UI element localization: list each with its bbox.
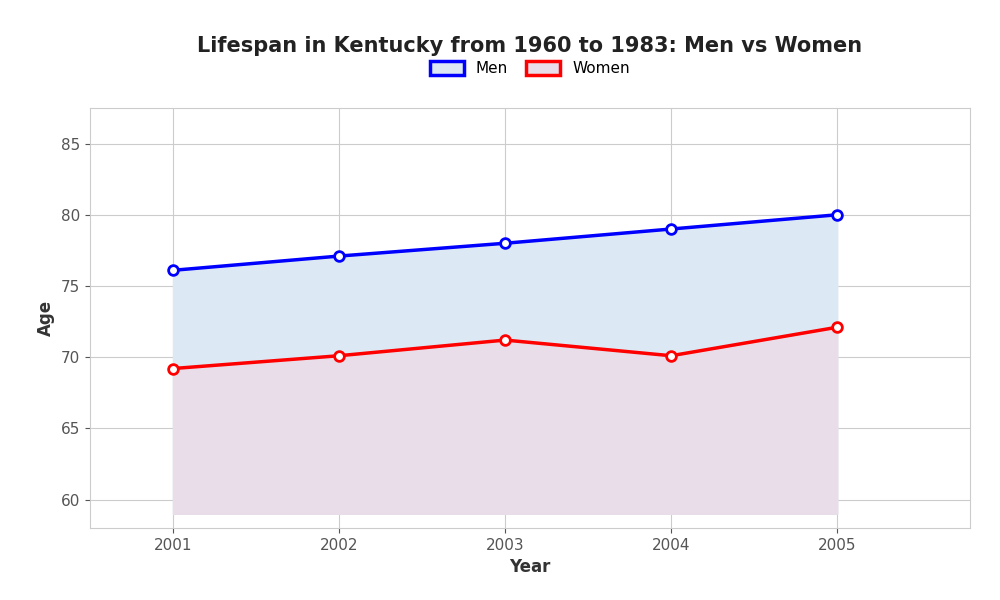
Title: Lifespan in Kentucky from 1960 to 1983: Men vs Women: Lifespan in Kentucky from 1960 to 1983: … [197, 37, 863, 56]
Legend: Men, Women: Men, Women [430, 61, 630, 76]
X-axis label: Year: Year [509, 558, 551, 576]
Y-axis label: Age: Age [37, 300, 55, 336]
